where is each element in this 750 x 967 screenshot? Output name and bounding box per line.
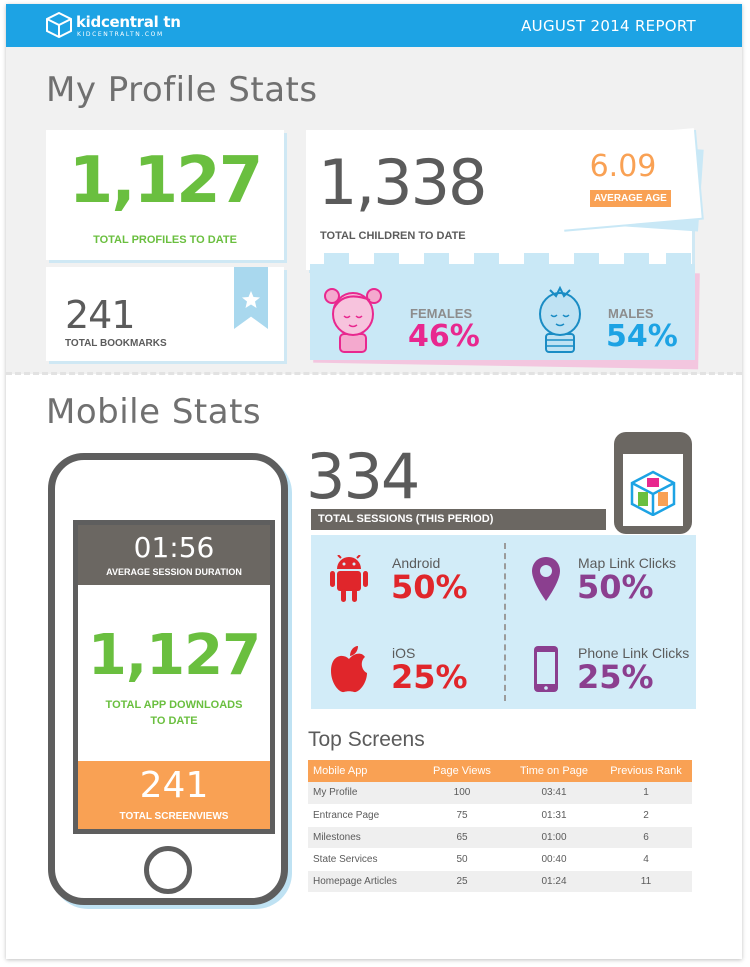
screenviews-panel: 241 TOTAL SCREENVIEWS [78,761,270,829]
total-profiles-label: TOTAL PROFILES TO DATE [93,234,237,246]
table-cell: 11 [600,870,692,893]
table-header-row: Mobile App Page Views Time on Page Previ… [308,760,692,782]
males-value: 54% [606,319,678,354]
screenviews-label: TOTAL SCREENVIEWS [119,811,229,822]
table-cell: 25 [416,870,508,893]
phone-screen: 01:56 AVERAGE SESSION DURATION 1,127 TOT… [73,520,275,834]
average-age-note: 6.09 AVERAGE AGE [564,145,682,217]
table-cell: 01:24 [508,870,600,893]
table-row: State Services 50 00:40 4 [308,848,692,871]
map-link-label: Map Link Clicks [578,555,677,571]
table-cell: 100 [416,782,508,805]
bookmarks-card: 241 TOTAL BOOKMARKS [46,267,284,361]
apple-icon [331,646,367,693]
bookmarks-label: TOTAL BOOKMARKS [65,338,167,349]
map-link-value: 50% [577,568,654,606]
platform-panel: Android 50% iOS 25% Map Link Clicks 50% … [311,535,696,709]
logo-name: kidcentral tn [76,13,181,31]
column-header: Page Views [416,760,508,782]
phone-link-value: 25% [577,658,654,696]
table-cell: 2 [600,804,692,827]
session-duration-label: AVERAGE SESSION DURATION [106,567,242,577]
column-header: Time on Page [508,760,600,782]
table-cell: 1 [600,782,692,805]
header-bar: kidcentral tn KIDCENTRALTN.COM AUGUST 20… [6,4,742,47]
table-cell: State Services [308,848,416,871]
report-title: AUGUST 2014 REPORT [521,17,696,35]
males-label: MALES [608,306,654,321]
session-duration-panel: 01:56 AVERAGE SESSION DURATION [78,525,270,585]
profile-heading: My Profile Stats [46,70,318,110]
section-divider [6,372,742,375]
table-cell: Entrance Page [308,804,416,827]
ios-value: 25% [391,658,468,696]
app-downloads-value: 1,127 [87,623,261,688]
boy-face-icon [539,285,581,353]
android-icon [330,555,368,602]
mobile-heading: Mobile Stats [46,392,262,432]
phone-logo-icon [614,432,692,534]
table-cell: Milestones [308,826,416,849]
home-button [144,846,192,894]
table-row: Entrance Page 75 01:31 2 [308,804,692,827]
sessions-value: 334 [306,440,420,513]
table-cell: 65 [416,826,508,849]
column-header: Mobile App [308,760,416,782]
children-value: 1,338 [318,146,487,219]
phone-link-label: Phone Link Clicks [578,645,690,661]
gender-strip-panel: FEMALES 46% MALES 54% [310,253,695,360]
table-cell: 6 [600,826,692,849]
gender-strip: FEMALES 46% MALES 54% [310,253,700,370]
average-age-label: AVERAGE AGE [590,190,671,207]
table-cell: My Profile [308,782,416,805]
table-cell: 50 [416,848,508,871]
phone-illustration: 01:56 AVERAGE SESSION DURATION 1,127 TOT… [48,453,288,905]
screenviews-value: 241 [139,765,209,806]
cube-logo-icon [46,12,72,38]
table-row: Homepage Articles 25 01:24 11 [308,870,692,893]
average-age-value: 6.09 [589,149,657,184]
table-cell: 01:31 [508,804,600,827]
platform-divider [504,543,506,701]
table-cell: 75 [416,804,508,827]
children-label: TOTAL CHILDREN TO DATE [320,230,466,242]
bookmarks-value: 241 [65,293,136,337]
total-profiles-card: 1,127 TOTAL PROFILES TO DATE [46,130,284,260]
table-row: My Profile 100 03:41 1 [308,782,692,805]
girl-face-icon [324,288,382,353]
table-cell: 4 [600,848,692,871]
table-cell: 00:40 [508,848,600,871]
session-duration-value: 01:56 [133,531,215,564]
column-header: Previous Rank [600,760,692,782]
star-bookmark-icon [234,267,268,329]
app-downloads-label-2: TO DATE [150,715,198,727]
phone-icon [534,646,558,692]
ios-label: iOS [392,645,416,661]
total-profiles-value: 1,127 [68,144,263,218]
table-cell: Homepage Articles [308,870,416,893]
females-value: 46% [408,319,480,354]
report-page: kidcentral tn KIDCENTRALTN.COM AUGUST 20… [6,4,742,959]
sessions-label: TOTAL SESSIONS (THIS PERIOD) [311,509,606,530]
android-label: Android [392,555,441,571]
top-screens-heading: Top Screens [308,728,425,751]
females-label: FEMALES [410,306,473,321]
table-cell: 03:41 [508,782,600,805]
table-row: Milestones 65 01:00 6 [308,826,692,849]
android-value: 50% [391,568,468,606]
map-pin-icon [532,557,560,601]
app-downloads-label-1: TOTAL APP DOWNLOADS [105,699,243,711]
table-cell: 01:00 [508,826,600,849]
top-screens-table: Mobile App Page Views Time on Page Previ… [308,760,692,893]
logo-url: KIDCENTRALTN.COM [77,31,164,38]
